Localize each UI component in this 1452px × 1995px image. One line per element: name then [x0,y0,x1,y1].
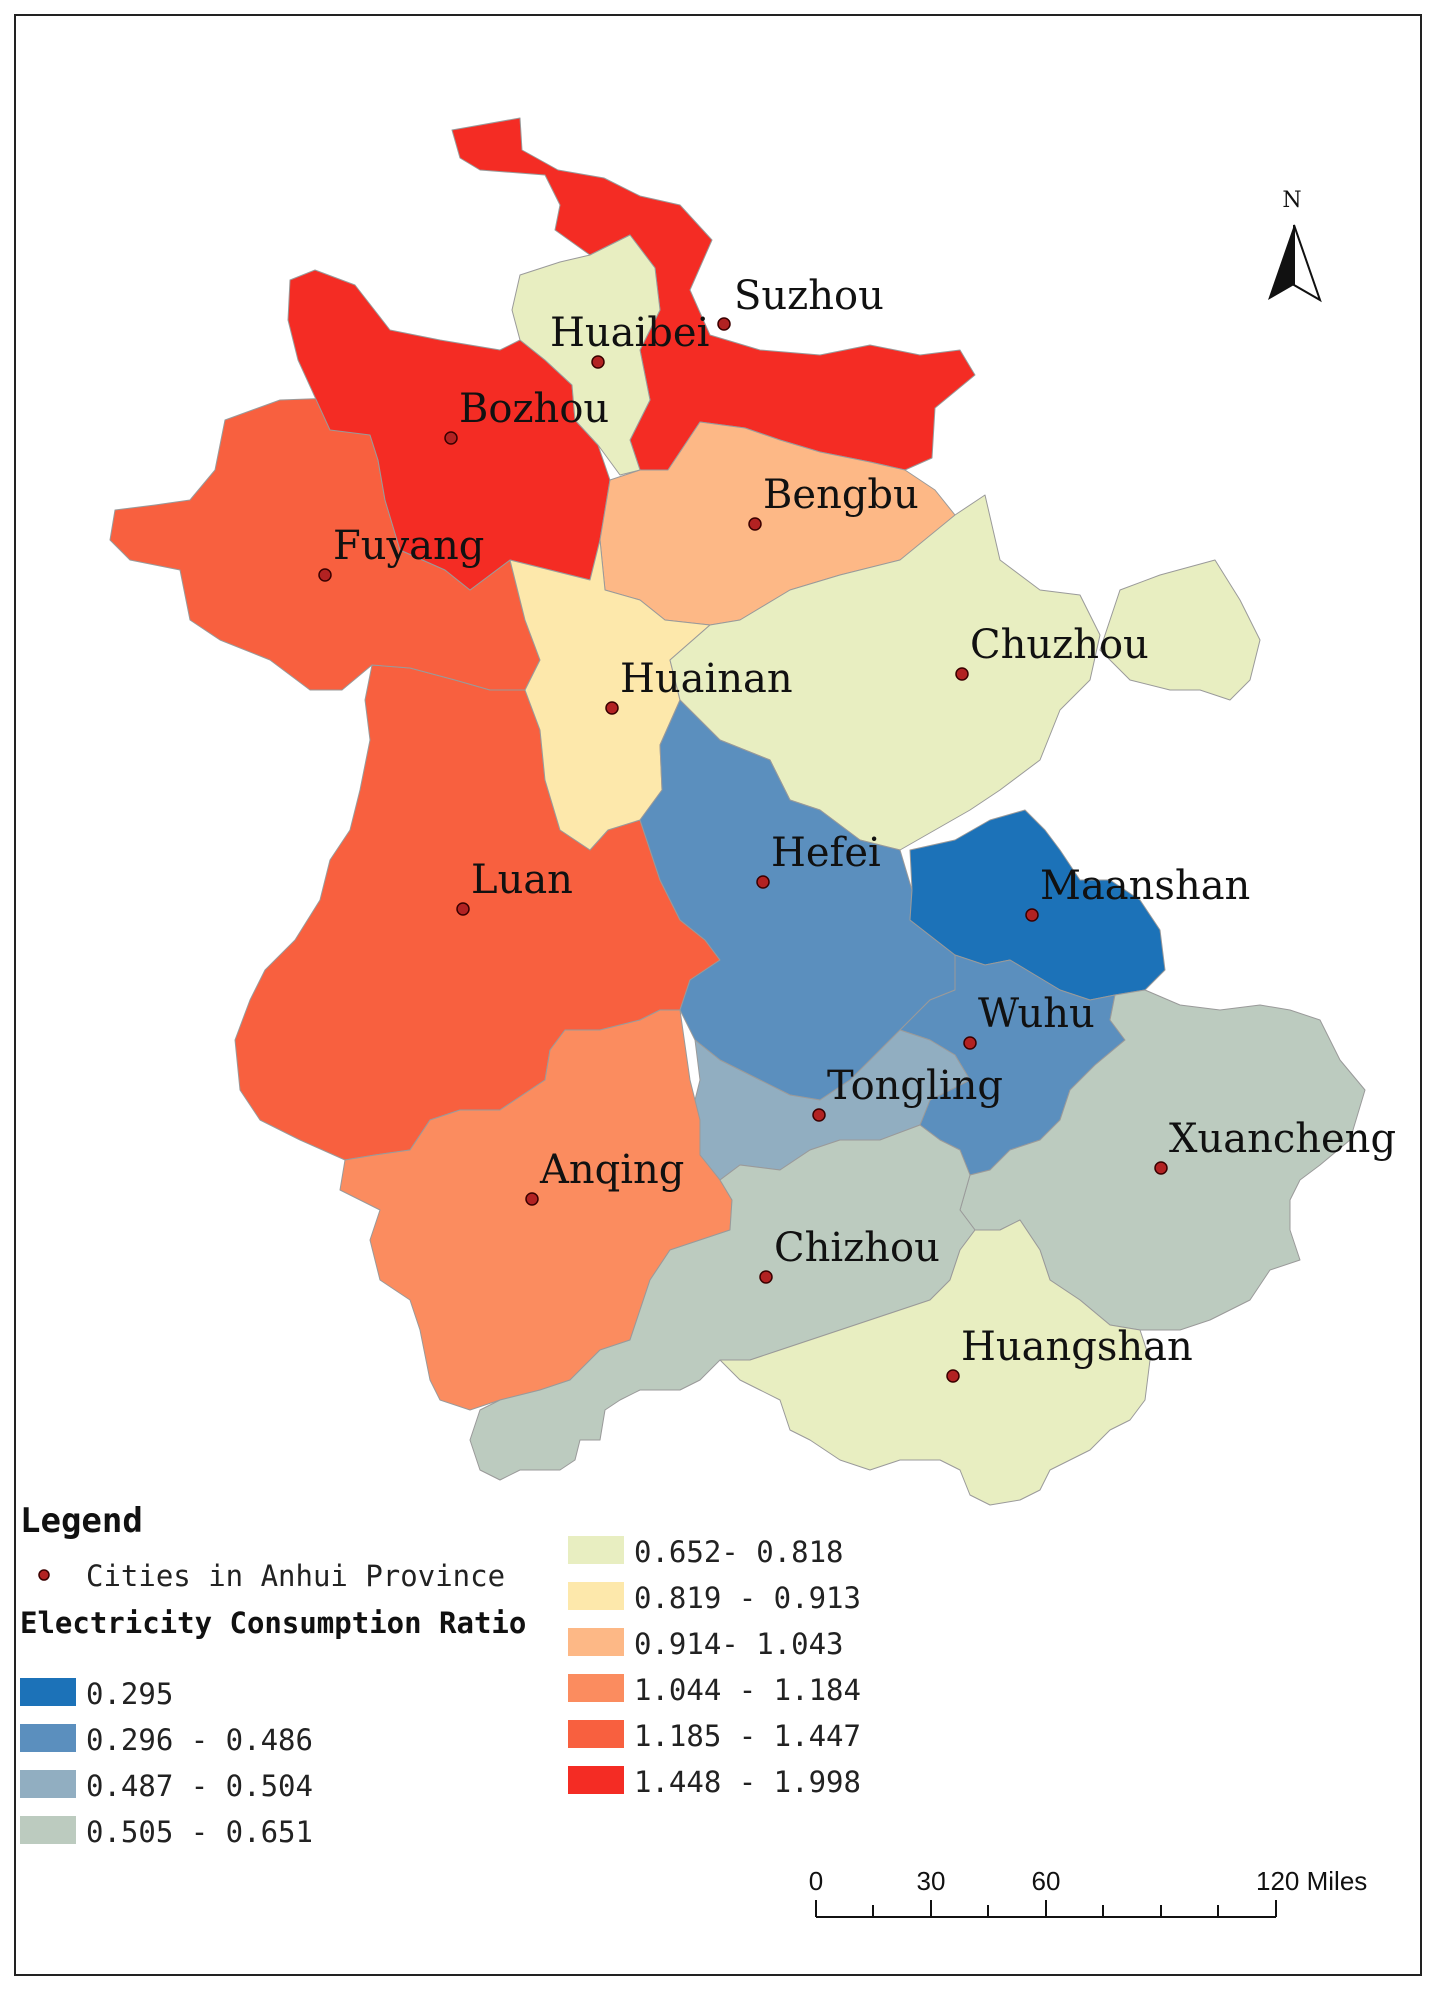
region-layer [109,117,1366,1506]
city-point-chuzhou [955,667,969,681]
north-arrow: N [1268,188,1322,303]
city-point-tongling [812,1108,826,1122]
city-point-bengbu [748,517,762,531]
city-point-maanshan [1025,908,1039,922]
legend-swatch-2 [20,1724,76,1752]
legend-swatch-4 [20,1816,76,1844]
legend-class-label-3: 0.487 - 0.504 [86,1769,313,1803]
city-label-huangshan: Huangshan [961,1324,1193,1370]
legend-field-label: Electricity Consumption Ratio [20,1606,526,1640]
legend-class-label-10: 1.448 - 1.998 [634,1765,861,1799]
city-label-huaibei: Huaibei [550,310,709,356]
legend-swatch-1 [20,1678,76,1706]
city-label-hefei: Hefei [771,830,881,876]
legend-classes: 0.295 0.296 - 0.486 0.487 - 0.504 0.505 - 0… [20,1535,861,1849]
city-point-fuyang [318,568,332,582]
scale-tick-60: 60 [1032,1866,1061,1896]
legend-swatch-9 [568,1720,624,1748]
city-layer: Suzhou Huaibei Bozhou Fuyang Bengbu Chuzhou Hu… [318,273,1396,1383]
city-label-fuyang: Fuyang [333,523,484,569]
city-point-chizhou [759,1270,773,1284]
scale-tick-0: 0 [809,1866,823,1896]
city-label-wuhu: Wuhu [978,991,1095,1037]
legend-swatch-10 [568,1766,624,1794]
legend-point-label: Cities in Anhui Province [86,1559,505,1593]
region-huangshan [719,1219,1151,1506]
city-point-anqing [525,1192,539,1206]
north-label: N [1282,188,1301,213]
city-label-suzhou: Suzhou [734,273,884,319]
legend-class-label-6: 0.819 - 0.913 [634,1581,861,1615]
city-point-bozhou [444,431,458,445]
scale-tick-30: 30 [917,1866,946,1896]
city-label-bozhou: Bozhou [459,386,609,432]
city-label-huainan: Huainan [620,656,793,702]
city-label-xuancheng: Xuancheng [1169,1116,1396,1162]
legend-swatch-6 [568,1582,624,1610]
city-label-chizhou: Chizhou [774,1225,940,1271]
legend-class-label-9: 1.185 - 1.447 [634,1719,861,1753]
legend-class-label-2: 0.296 - 0.486 [86,1723,313,1757]
scale-tick-120: 120 Miles [1256,1866,1367,1896]
city-label-chuzhou: Chuzhou [970,622,1149,668]
city-point-luan [456,902,470,916]
legend-class-label-8: 1.044 - 1.184 [634,1673,861,1707]
region-huaibei [511,234,661,476]
legend-swatch-8 [568,1674,624,1702]
city-point-wuhu [963,1036,977,1050]
legend-title: Legend [20,1501,143,1541]
city-point-suzhou [717,317,731,331]
city-label-bengbu: Bengbu [763,472,919,518]
legend-class-label-7: 0.914- 1.043 [634,1627,844,1661]
legend-swatch-3 [20,1770,76,1798]
city-point-huainan [605,701,619,715]
city-label-maanshan: Maanshan [1040,863,1250,909]
region-xuancheng [959,989,1366,1331]
legend-swatch-7 [568,1628,624,1656]
city-point-hefei [756,875,770,889]
legend-class-label-4: 0.505 - 0.651 [86,1815,313,1849]
scale-bar: 0 30 60 120 Miles [809,1866,1367,1918]
legend: Legend Cities in Anhui Province Electric… [20,1501,861,1849]
city-label-luan: Luan [471,857,573,903]
legend-class-label-1: 0.295 [86,1677,173,1711]
city-label-tongling: Tongling [827,1063,1003,1109]
region-chizhou [469,1124,976,1481]
city-point-huaibei [591,355,605,369]
legend-swatch-5 [568,1536,624,1564]
legend-class-label-5: 0.652- 0.818 [634,1535,844,1569]
city-point-xuancheng [1154,1161,1168,1175]
legend-city-dot [38,1569,50,1581]
city-point-huangshan [946,1369,960,1383]
city-label-anqing: Anqing [539,1147,684,1193]
